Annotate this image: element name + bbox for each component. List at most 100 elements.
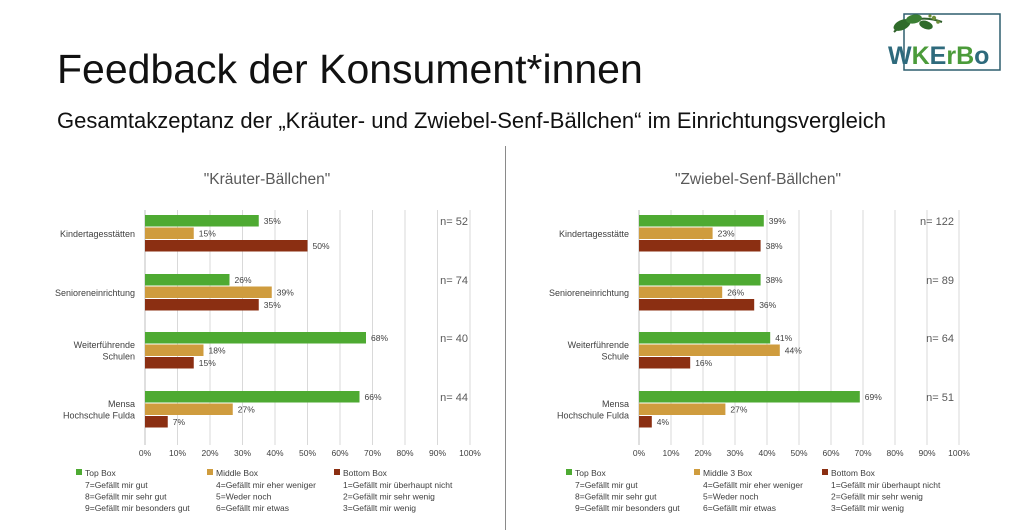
data-label: 39%: [769, 216, 786, 226]
bar: [639, 215, 764, 227]
category-label: Mensa: [602, 399, 629, 409]
data-label: 7%: [173, 417, 186, 427]
legend-label: Bottom Box: [831, 468, 876, 478]
data-label: 23%: [718, 229, 735, 239]
bar: [639, 416, 652, 428]
bar: [639, 403, 726, 415]
category-label: Hochschule Fulda: [557, 411, 629, 421]
bar: [145, 416, 168, 428]
x-tick-label: 100%: [948, 448, 970, 458]
legend-description: 6=Gefällt mir etwas: [216, 503, 289, 513]
bar: [145, 215, 259, 227]
bar: [145, 286, 272, 298]
legend-description: 6=Gefällt mir etwas: [703, 503, 776, 513]
legend-swatch: [566, 469, 572, 475]
data-label: 26%: [235, 275, 252, 285]
x-tick-label: 30%: [726, 448, 743, 458]
data-label: 35%: [264, 216, 281, 226]
data-label: 18%: [209, 346, 226, 356]
legend-description: 5=Weder noch: [216, 492, 272, 502]
page-subtitle: Gesamtakzeptanz der „Kräuter- und Zwiebe…: [57, 108, 887, 133]
legend-swatch: [334, 469, 340, 475]
x-tick-label: 50%: [790, 448, 807, 458]
sample-size-label: n= 52: [440, 216, 468, 228]
category-label: Schulen: [102, 352, 135, 362]
x-tick-label: 80%: [886, 448, 903, 458]
legend-description: 4=Gefällt mir eher weniger: [216, 480, 316, 490]
data-label: 69%: [865, 392, 882, 402]
chart-divider: [505, 146, 506, 530]
sample-size-label: n= 122: [920, 216, 954, 228]
leaf-branch-icon: [893, 14, 943, 33]
data-label: 4%: [657, 417, 670, 427]
legend-label: Bottom Box: [343, 468, 388, 478]
category-label: Schule: [601, 352, 629, 362]
data-label: 68%: [371, 333, 388, 343]
category-label: Kindertagesstätten: [60, 229, 135, 239]
legend-description: 9=Gefällt mir besonders gut: [85, 503, 190, 513]
x-tick-label: 70%: [364, 448, 381, 458]
logo-text: WKErBo: [888, 42, 989, 70]
category-label: Senioreneinrichtung: [55, 288, 135, 298]
bar: [639, 332, 771, 344]
category-label: Hochschule Fulda: [63, 411, 135, 421]
bar: [145, 299, 259, 311]
legend-description: 7=Gefällt mir gut: [575, 480, 638, 490]
bar: [639, 274, 761, 286]
x-tick-label: 50%: [299, 448, 316, 458]
legend-label: Middle 3 Box: [703, 468, 753, 478]
legend-swatch: [207, 469, 213, 475]
bar: [145, 391, 360, 403]
category-label: Mensa: [108, 399, 135, 409]
x-tick-label: 90%: [918, 448, 935, 458]
legend-description: 4=Gefällt mir eher weniger: [703, 480, 803, 490]
data-label: 38%: [766, 275, 783, 285]
x-tick-label: 10%: [662, 448, 679, 458]
sample-size-label: n= 74: [440, 275, 468, 287]
page-title: Feedback der Konsument*innen: [57, 46, 643, 92]
bar: [145, 403, 233, 415]
bar: [145, 227, 194, 239]
data-label: 41%: [775, 333, 792, 343]
sample-size-label: n= 64: [926, 333, 954, 345]
x-tick-label: 100%: [459, 448, 481, 458]
x-tick-label: 70%: [854, 448, 871, 458]
x-tick-label: 20%: [694, 448, 711, 458]
legend-description: 8=Gefällt mir sehr gut: [85, 492, 167, 502]
sample-size-label: n= 44: [440, 392, 468, 404]
bar: [639, 299, 755, 311]
bar: [639, 286, 723, 298]
bar: [145, 240, 308, 252]
x-tick-label: 20%: [201, 448, 218, 458]
legend-swatch: [694, 469, 700, 475]
x-tick-label: 60%: [822, 448, 839, 458]
legend-description: 9=Gefällt mir besonders gut: [575, 503, 680, 513]
bar: [145, 332, 366, 344]
bar: [639, 357, 691, 369]
data-label: 16%: [695, 358, 712, 368]
logo-frame: [903, 13, 1001, 71]
data-label: 35%: [264, 300, 281, 310]
x-tick-label: 0%: [139, 448, 152, 458]
data-label: 39%: [277, 288, 294, 298]
legend-label: Middle Box: [216, 468, 259, 478]
data-label: 15%: [199, 358, 216, 368]
data-label: 50%: [313, 241, 330, 251]
legend-label: Top Box: [575, 468, 606, 478]
legend-description: 1=Gefällt mir überhaupt nicht: [831, 480, 941, 490]
data-label: 44%: [785, 346, 802, 356]
kraeuter-baellchen-chart: "Kräuter-Bällchen" 0% 10% 20% 30% 40% 50% 60% 70…: [55, 171, 481, 513]
category-label: Weiterführende: [568, 340, 629, 350]
legend-description: 3=Gefällt mir wenig: [831, 503, 904, 513]
data-label: 15%: [199, 229, 216, 239]
wkerbo-logo: WKErBo: [888, 13, 1001, 71]
bar: [639, 240, 761, 252]
x-tick-label: 0%: [633, 448, 646, 458]
x-tick-label: 40%: [266, 448, 283, 458]
category-label: Kindertagesstätte: [559, 229, 629, 239]
legend-description: 3=Gefällt mir wenig: [343, 503, 416, 513]
data-label: 26%: [727, 288, 744, 298]
bar: [145, 357, 194, 369]
bar: [145, 274, 230, 286]
data-label: 66%: [365, 392, 382, 402]
